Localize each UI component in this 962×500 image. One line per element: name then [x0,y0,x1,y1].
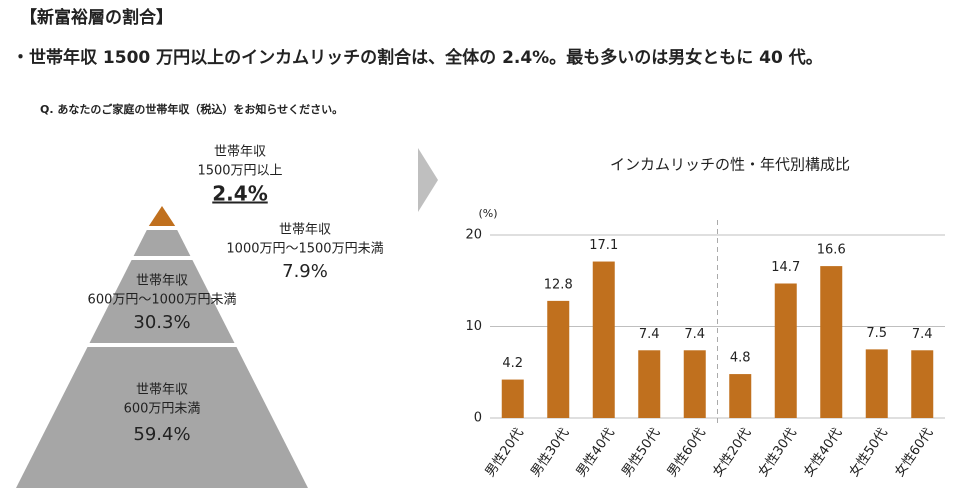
x-tick-label: 男性60代 [665,426,709,480]
bar [774,283,797,418]
value-label: 17.1 [589,238,618,253]
summary: ・世帯年収 1500 万円以上のインカムリッチの割合は、全体の 2.4%。最も多… [12,47,823,68]
title: 【新富裕層の割合】 [20,7,173,28]
level-label: 世帯年収 [136,383,188,398]
x-tick-label: 女性50代 [846,425,891,480]
bar [547,300,570,418]
bar-chart-title: インカムリッチの性・年代別構成比 [610,156,850,174]
y-tick-label: 10 [465,319,482,334]
x-tick-label: 男性50代 [619,426,663,480]
bar [820,266,843,418]
bar [592,261,615,418]
level-label: 世帯年収 [136,274,188,289]
value-label: 12.8 [544,277,573,292]
level-value: 7.9% [282,261,328,282]
y-tick-label: 20 [465,228,482,243]
level-label: 1000万円～1500万円未満 [226,242,383,257]
pyramid-level [16,347,308,488]
pyramid-level [89,260,235,343]
value-label: 7.4 [684,327,705,342]
x-tick-label: 男性20代 [483,426,527,480]
value-label: 7.4 [639,327,660,342]
value-label: 16.6 [817,243,846,258]
x-tick-label: 男性40代 [574,426,618,480]
value-label: 14.7 [771,260,800,275]
level-label: 世帯年収 [279,223,331,238]
value-label: 4.8 [730,351,751,366]
x-tick-label: 女性60代 [891,425,936,480]
level-label: 600万円～1000万円未満 [88,293,237,308]
y-axis-label: (%) [478,207,497,220]
x-tick-label: 女性30代 [755,425,800,480]
x-tick-label: 男性30代 [528,426,572,480]
question: Q. あなたのご家庭の世帯年収（税込）をお知らせください。 [40,102,343,116]
y-tick-label: 0 [474,411,482,426]
x-tick-label: 女性40代 [800,425,845,480]
pyramid-level [148,206,176,226]
bar [683,350,706,418]
bar [729,374,752,418]
bar [911,350,934,418]
level-value: 59.4% [133,424,190,445]
value-label: 7.5 [866,326,887,341]
arrow [418,148,438,212]
value-label: 7.4 [912,327,933,342]
bar [501,379,524,418]
level-label: 600万円未満 [124,402,201,417]
level-label: 1500万円以上 [197,164,282,179]
value-label: 4.2 [502,356,523,371]
x-tick-label: 女性20代 [709,425,754,480]
level-value: 2.4% [212,182,267,206]
bar [638,350,661,418]
bar [865,349,888,418]
level-value: 30.3% [133,312,190,333]
pyramid-level [133,230,191,256]
level-label: 世帯年収 [214,145,266,160]
